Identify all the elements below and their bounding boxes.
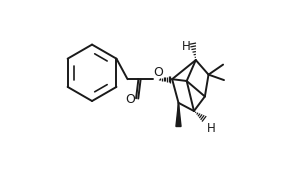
Text: H: H [182,40,191,53]
Text: O: O [153,66,163,79]
Polygon shape [178,103,179,126]
Text: H: H [207,122,216,134]
Text: O: O [125,93,135,106]
Polygon shape [176,103,181,126]
